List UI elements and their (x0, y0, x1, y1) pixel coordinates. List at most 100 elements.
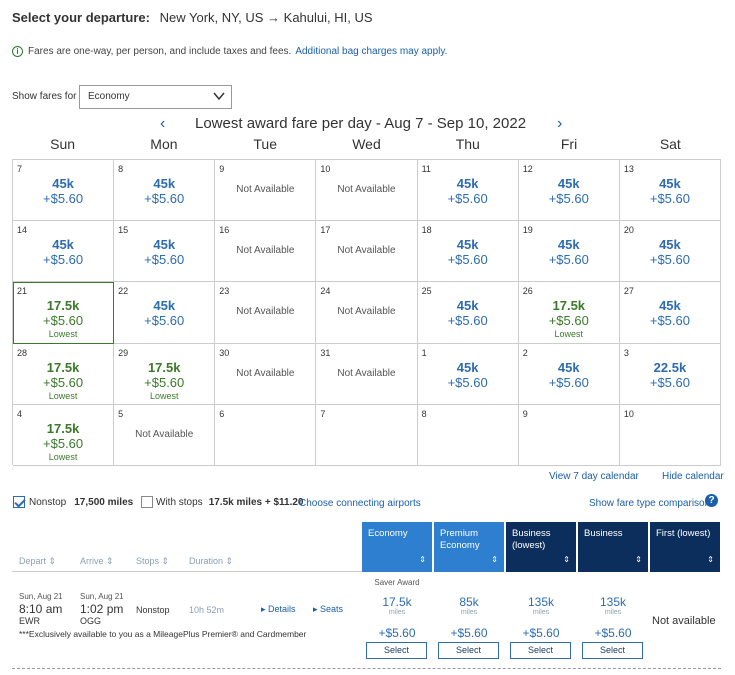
day-fare-price: +$5.60 (649, 313, 690, 329)
duration-header: Duration (189, 556, 224, 566)
calendar-day-cell[interactable]: 14 45k +$5.60 (13, 221, 115, 283)
help-icon[interactable]: ? (705, 494, 718, 507)
calendar-day-cell[interactable]: 3 22.5k +$5.60 (619, 343, 721, 405)
first-column-header[interactable]: First (lowest) ⇕ (650, 522, 720, 572)
not-available-text: Not Available (337, 245, 396, 257)
calendar-day-cell[interactable]: 18 45k +$5.60 (417, 221, 519, 283)
prev-month-arrow-icon[interactable]: ‹ (160, 115, 166, 132)
select-business-lowest-button[interactable]: Select (510, 642, 571, 659)
calendar-day-cell[interactable]: 25 45k +$5.60 (417, 282, 519, 344)
calendar-day-cell[interactable]: 16 Not Available (215, 221, 317, 283)
calendar-day-cell[interactable]: 23 Not Available (215, 282, 317, 344)
flight-stops: Nonstop (136, 605, 170, 615)
nonstop-miles: 17,500 miles (74, 497, 134, 508)
calendar-day-cell[interactable]: 29 17.5k +$5.60 Lowest (114, 343, 216, 405)
not-available-text: Not Available (236, 245, 295, 257)
calendar-day-cell[interactable]: 24 Not Available (316, 282, 418, 344)
calendar-day-cell[interactable]: 1 45k +$5.60 (417, 343, 519, 405)
day-fare-price: +$5.60 (43, 435, 84, 451)
fare-unit: miles (604, 609, 622, 616)
day-fare-price: +$5.60 (144, 252, 185, 268)
bag-charges-link[interactable]: Additional bag charges may apply. (295, 46, 448, 57)
calendar-day-cell[interactable]: 26 17.5k +$5.60 Lowest (518, 282, 620, 344)
fare-price: +$5.60 (594, 626, 632, 640)
arrive-header: Arrive (80, 556, 104, 566)
calendar-day-cell[interactable]: 27 45k +$5.60 (619, 282, 721, 344)
fare-unit: miles (460, 609, 478, 616)
day-fare-miles: 17.5k (46, 359, 80, 375)
not-available-text: Not Available (337, 367, 396, 379)
connecting-airports-link[interactable]: Choose connecting airports (299, 498, 421, 509)
day-number: 22 (118, 286, 129, 297)
day-fare-price: +$5.60 (548, 374, 589, 390)
first-header-label: First (lowest) (656, 528, 711, 539)
with-stops-checkbox[interactable] (141, 496, 153, 508)
day-fare-miles: 17.5k (46, 420, 80, 436)
day-fare-miles: 45k (153, 176, 176, 191)
calendar-day-cell[interactable]: 5 Not Available (114, 404, 216, 466)
calendar-day-cell[interactable]: 7 45k +$5.60 (13, 160, 115, 222)
calendar-day-cell[interactable]: 31 Not Available (316, 343, 418, 405)
fare-comparison-link[interactable]: Show fare type comparison (589, 498, 711, 509)
select-premium-button[interactable]: Select (438, 642, 499, 659)
calendar-day-cell[interactable]: 4 17.5k +$5.60 Lowest (13, 404, 115, 466)
day-fare-miles: 45k (659, 237, 681, 253)
calendar-day-cell[interactable]: 12 45k +$5.60 (518, 160, 620, 222)
not-available-text: Not Available (337, 184, 396, 195)
depart-time: 8:10 am (19, 602, 63, 616)
calendar-day-cell[interactable]: 8 45k +$5.60 (114, 160, 216, 222)
sort-depart[interactable]: Depart ⇕ (19, 556, 57, 566)
calendar-day-cell[interactable]: 2 45k +$5.60 (518, 343, 620, 405)
calendar-day-cell[interactable]: 17 Not Available (316, 221, 418, 283)
calendar-day-cell[interactable]: 19 45k +$5.60 (518, 221, 620, 283)
business-lowest-column-header[interactable]: Business (lowest) ⇕ (506, 522, 576, 572)
day-fare-miles: 45k (557, 237, 580, 253)
select-economy-button[interactable]: Select (366, 642, 427, 659)
lowest-badge: Lowest (554, 329, 584, 340)
day-number: 10 (320, 164, 331, 174)
details-link[interactable]: ▸ Details (261, 604, 296, 615)
calendar-day-cell[interactable]: 9 Not Available (215, 160, 317, 222)
day-fare-price: +$5.60 (548, 252, 589, 268)
day-of-week-label: Tue (253, 136, 277, 152)
economy-column-header[interactable]: Economy ⇕ (362, 522, 432, 572)
sort-duration[interactable]: Duration ⇕ (189, 556, 234, 566)
calendar-day-cell[interactable]: 20 45k +$5.60 (619, 221, 721, 283)
calendar-day-cell[interactable]: 15 45k +$5.60 (114, 221, 216, 283)
with-stops-value: 17.5k miles + $11.20 (208, 497, 304, 508)
seats-link[interactable]: ▸ Seats (313, 604, 343, 615)
calendar-day-cell[interactable]: 30 Not Available (215, 343, 317, 405)
day-number: 24 (320, 286, 331, 297)
calendar-day-cell[interactable]: 11 45k +$5.60 (417, 160, 519, 222)
calendar-day-cell[interactable]: 28 17.5k +$5.60 Lowest (13, 343, 115, 405)
select-business-button[interactable]: Select (582, 642, 643, 659)
calendar-day-cell[interactable]: 22 45k +$5.60 (114, 282, 216, 344)
day-number: 1 (421, 347, 427, 358)
depart-airport: EWR (19, 616, 40, 626)
view-7-day-link[interactable]: View 7 day calendar (549, 471, 639, 482)
nonstop-checkbox[interactable] (13, 496, 25, 508)
fare-unit: miles (532, 609, 550, 616)
exclusive-note: ***Exclusively available to you as a Mil… (19, 629, 307, 639)
next-month-arrow-icon[interactable]: › (557, 115, 563, 132)
day-fare-price: +$5.60 (144, 191, 185, 206)
day-fare-miles: 45k (153, 237, 176, 253)
day-fare-miles: 45k (456, 237, 479, 253)
hide-calendar-link[interactable]: Hide calendar (662, 471, 724, 482)
day-fare-price: +$5.60 (447, 252, 488, 268)
day-number: 15 (118, 225, 129, 236)
arrive-date: Sun, Aug 21 (80, 592, 124, 601)
day-number: 31 (320, 347, 331, 358)
day-fare-miles: 45k (557, 176, 580, 191)
calendar-day-cell[interactable]: 21 17.5k +$5.60 Lowest (13, 282, 115, 344)
sort-arrive[interactable]: Arrive ⇕ (80, 556, 114, 566)
business-column-header[interactable]: Business ⇕ (578, 522, 648, 572)
fare-miles: 85k (459, 595, 479, 609)
calendar-day-cell[interactable]: 10 Not Available (316, 160, 418, 222)
day-fare-price: +$5.60 (144, 313, 185, 329)
premium-economy-column-header[interactable]: Premium Economy ⇕ (434, 522, 504, 572)
calendar-day-cell[interactable]: 13 45k +$5.60 (619, 160, 721, 222)
day-fare-miles: 45k (456, 298, 479, 314)
cabin-select[interactable]: Economy (79, 85, 232, 109)
sort-stops[interactable]: Stops ⇕ (136, 556, 170, 566)
